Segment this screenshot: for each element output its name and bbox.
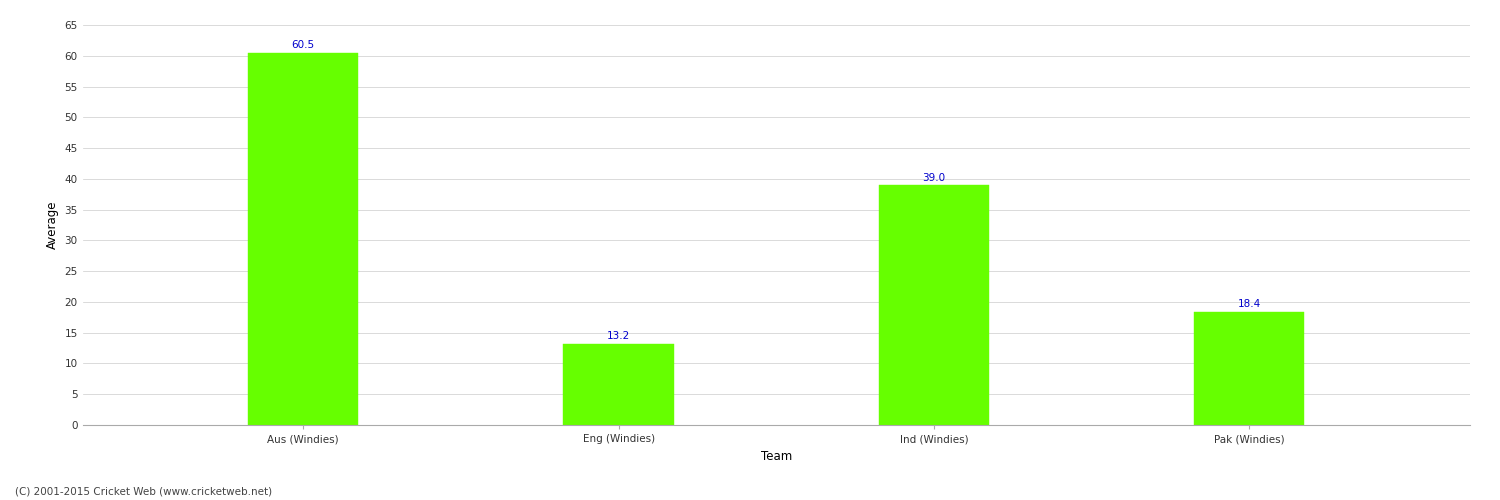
Text: 18.4: 18.4 [1238, 300, 1262, 310]
Bar [879, 185, 989, 425]
Text: (C) 2001-2015 Cricket Web (www.cricketweb.net): (C) 2001-2015 Cricket Web (www.cricketwe… [15, 487, 272, 497]
Bar [1194, 312, 1305, 425]
Bar [248, 52, 358, 425]
Y-axis label: Average: Average [46, 200, 58, 249]
Text: 60.5: 60.5 [291, 40, 315, 50]
X-axis label: Team: Team [760, 450, 792, 462]
Text: 13.2: 13.2 [608, 332, 630, 342]
Bar [564, 344, 674, 425]
Text: 39.0: 39.0 [922, 172, 945, 182]
